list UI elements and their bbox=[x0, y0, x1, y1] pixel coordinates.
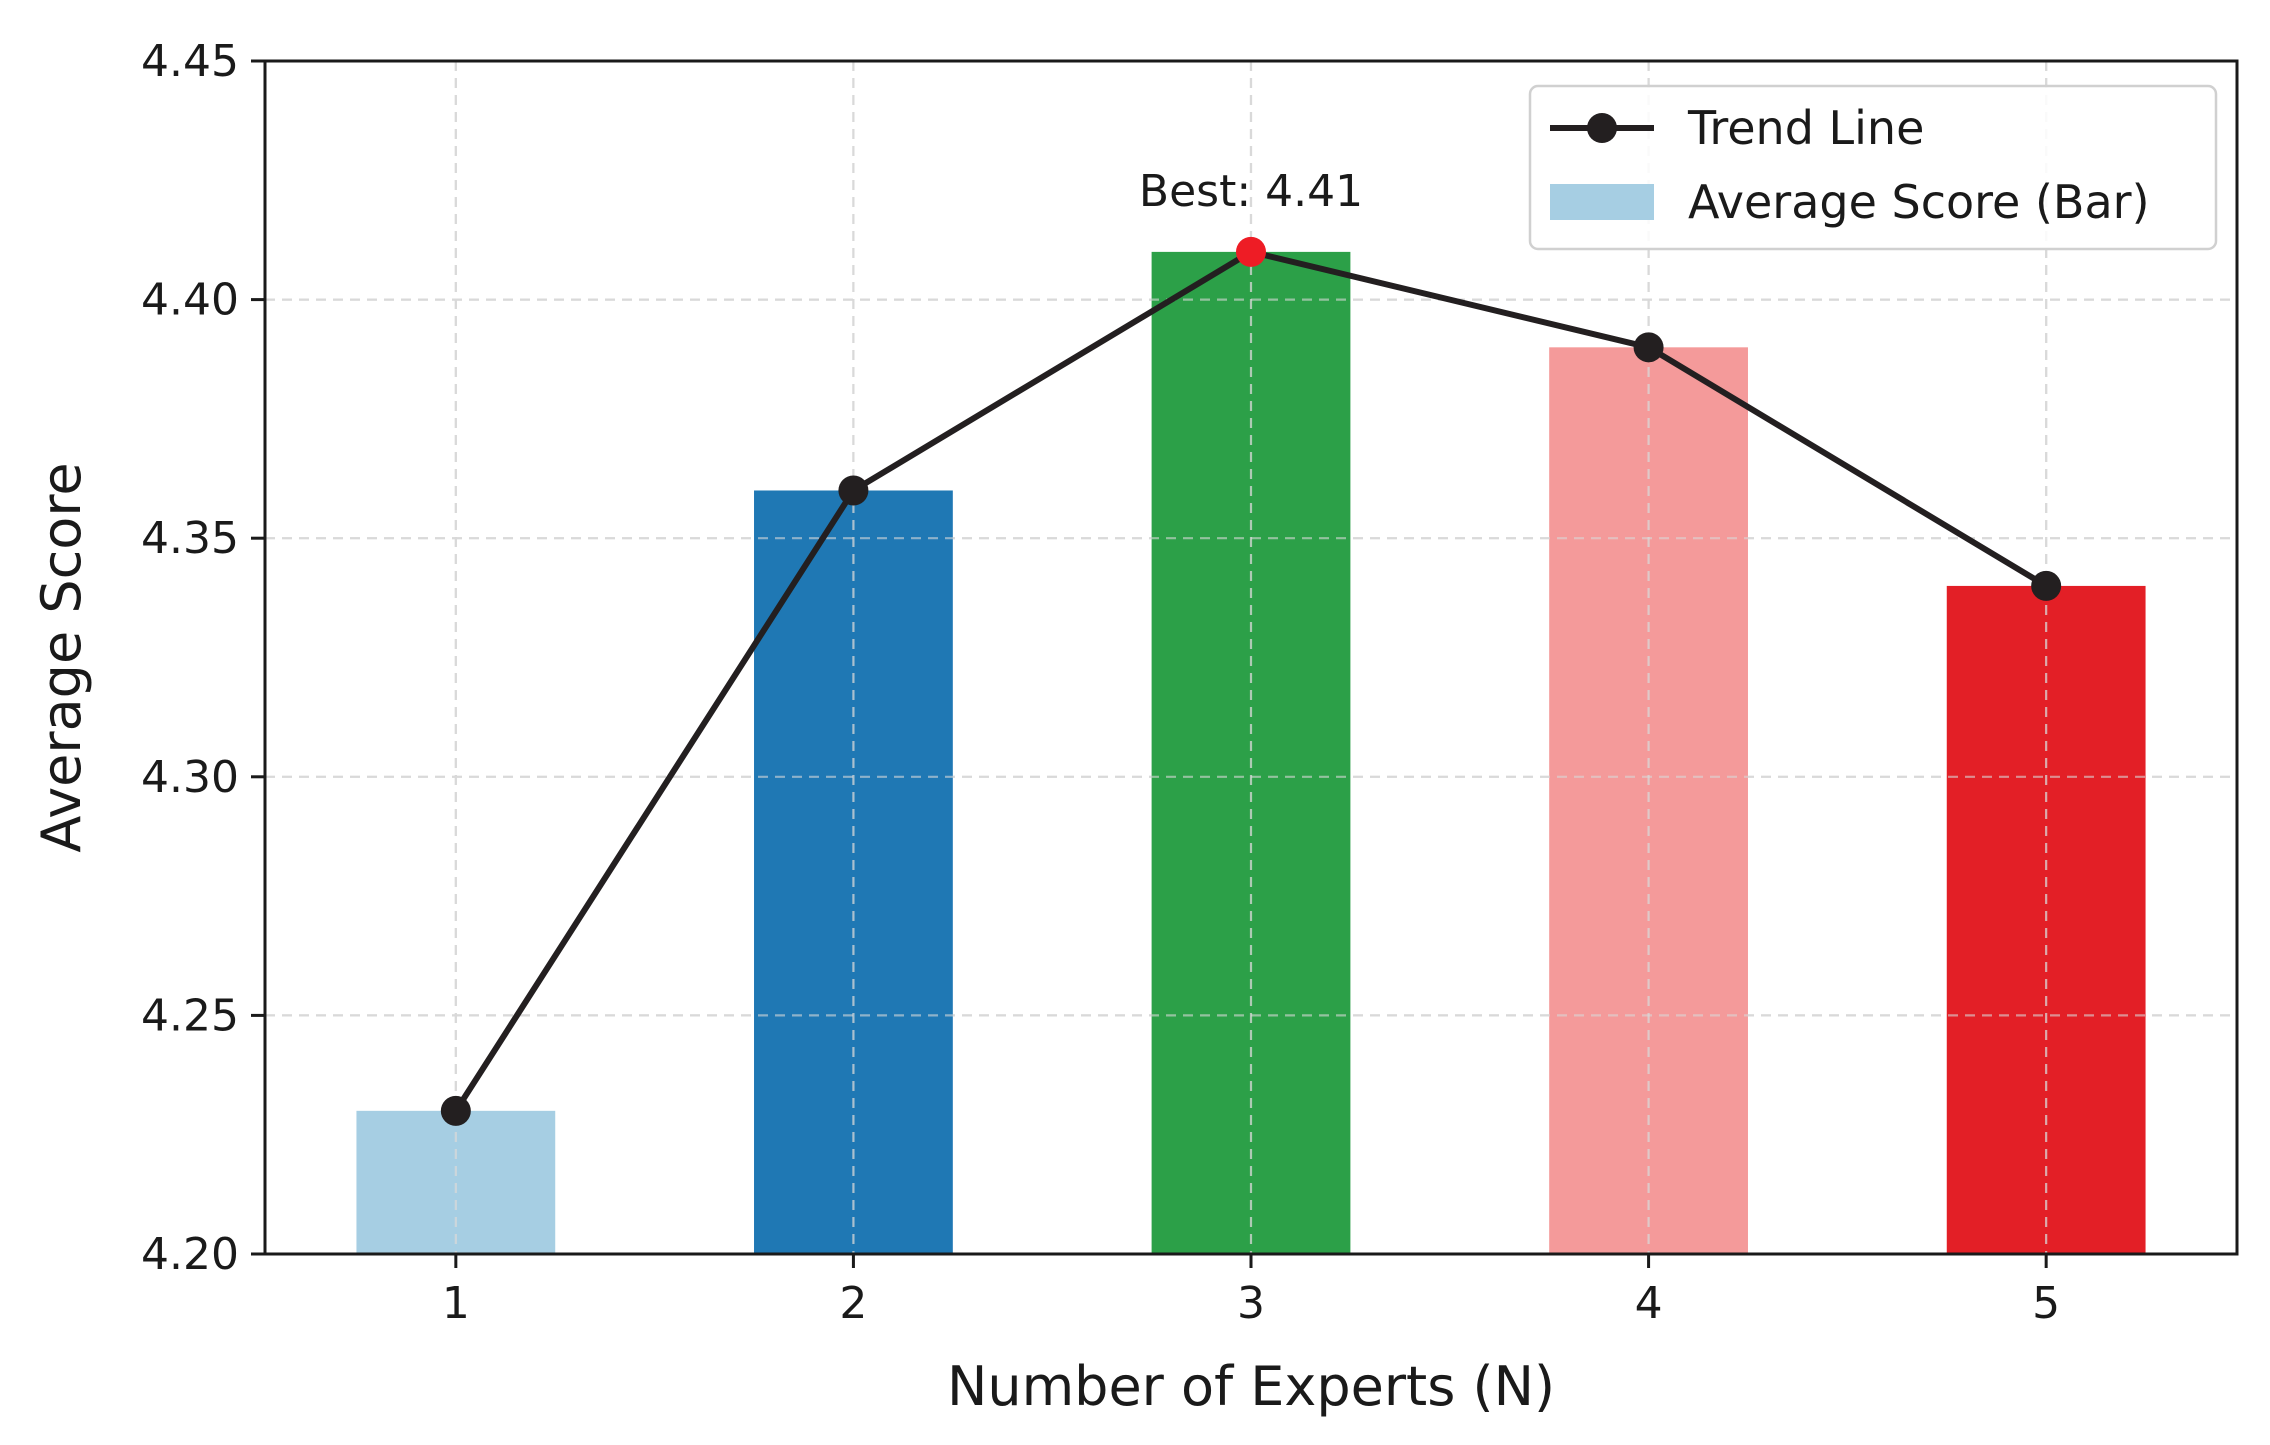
bars bbox=[265, 59, 2237, 1256]
y-axis-title: Average Score bbox=[30, 462, 93, 852]
x-axis: 1 2 3 4 5 bbox=[442, 1254, 2060, 1329]
y-axis: 4.20 4.25 4.30 4.35 4.40 4.45 bbox=[141, 36, 265, 1280]
legend-label-bar: Average Score (Bar) bbox=[1688, 175, 2150, 229]
best-point-marker bbox=[1236, 236, 1266, 267]
trend-point-1 bbox=[440, 1095, 471, 1126]
y-tick-label: 4.20 bbox=[141, 1229, 239, 1280]
best-annotation: Best: 4.41 bbox=[1139, 166, 1363, 217]
legend-box bbox=[1528, 84, 2218, 251]
x-tick-label: 4 bbox=[1635, 1278, 1663, 1329]
y-tick-label: 4.40 bbox=[141, 275, 239, 326]
trend-point-4 bbox=[1633, 332, 1664, 363]
x-tick-label: 2 bbox=[839, 1278, 867, 1329]
y-tick-label: 4.35 bbox=[141, 513, 239, 564]
legend-label-trend: Trend Line bbox=[1687, 101, 1924, 155]
legend-bar-swatch bbox=[1550, 184, 1654, 220]
y-tick-label: 4.25 bbox=[141, 990, 239, 1041]
x-tick-label: 1 bbox=[442, 1278, 470, 1329]
x-tick-label: 3 bbox=[1237, 1278, 1265, 1329]
legend-marker-swatch bbox=[1587, 113, 1617, 143]
x-axis-title: Number of Experts (N) bbox=[947, 1355, 1555, 1418]
x-tick-label: 5 bbox=[2032, 1278, 2060, 1329]
y-tick-label: 4.45 bbox=[141, 36, 239, 87]
bar-2 bbox=[754, 490, 953, 1255]
y-tick-label: 4.30 bbox=[141, 752, 239, 803]
trend-line-group bbox=[440, 236, 2062, 1126]
trend-point-5 bbox=[2031, 570, 2062, 601]
legend: Trend Line Average Score (Bar) bbox=[1528, 84, 2218, 251]
trend-point-2 bbox=[838, 475, 869, 506]
